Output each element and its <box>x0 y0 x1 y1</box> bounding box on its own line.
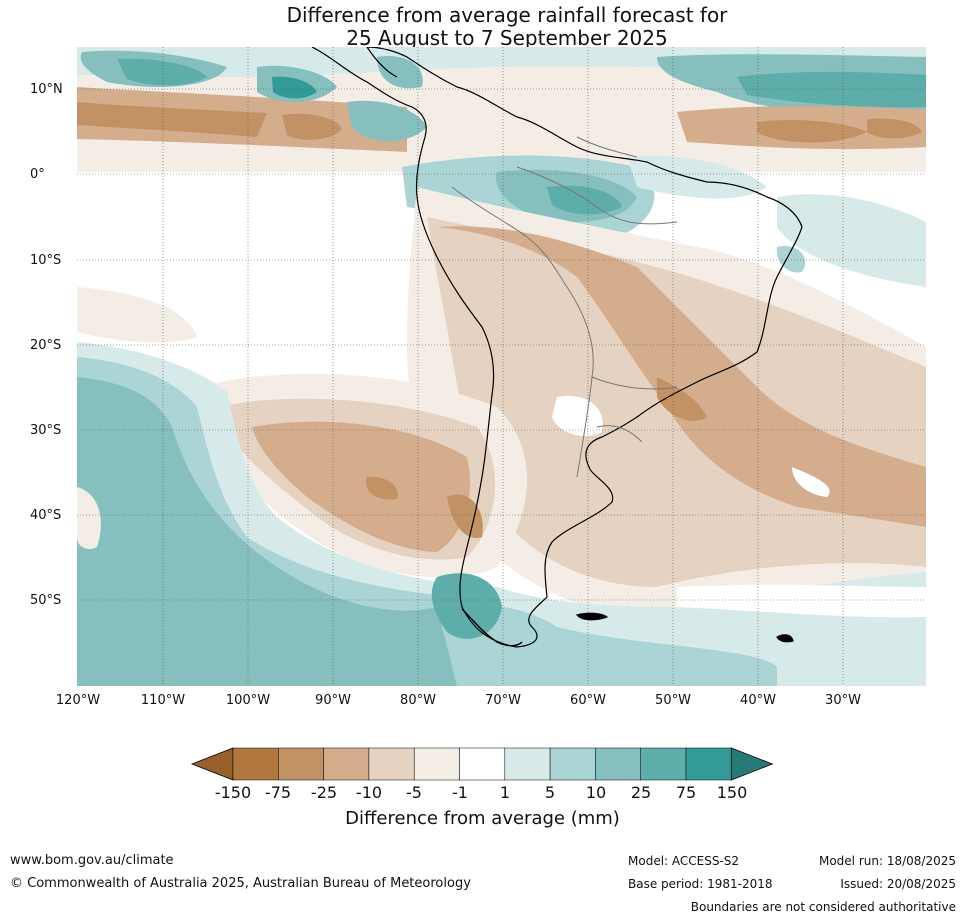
colorbar-extend-low <box>190 747 234 781</box>
lat-label-20s: 20°S <box>30 338 62 353</box>
lon-label-90w: 90°W <box>315 693 351 708</box>
lon-label-30w: 30°W <box>825 693 861 708</box>
colorbar-tick: 25 <box>630 783 652 802</box>
lon-label-80w: 80°W <box>400 693 436 708</box>
colorbar-segment <box>640 747 687 781</box>
colorbar-tick: 1 <box>499 783 511 802</box>
lat-label-40s: 40°S <box>30 508 62 523</box>
model-name: Model: ACCESS-S2 <box>628 854 740 868</box>
colorbar-segment <box>278 747 324 781</box>
colorbar-tick: -75 <box>264 783 292 802</box>
colorbar-tick: 10 <box>585 783 607 802</box>
colorbar-tick: 150 <box>716 783 748 802</box>
issued-date: Issued: 20/08/2025 <box>840 877 956 891</box>
colorbar-segment <box>685 747 732 781</box>
lon-label-100w: 100°W <box>225 693 271 708</box>
colorbar-segment <box>459 747 506 781</box>
colorbar-segment <box>595 747 641 781</box>
rainfall-map <box>77 47 926 686</box>
continental-dry-anomaly <box>407 187 926 617</box>
colorbar-tick: -5 <box>406 783 422 802</box>
lat-label-30s: 30°S <box>30 423 62 438</box>
lon-label-110w: 110°W <box>140 693 186 708</box>
colorbar-segment <box>504 747 551 781</box>
colorbar-segment <box>549 747 596 781</box>
lon-label-70w: 70°W <box>485 693 521 708</box>
lat-label-50s: 50°S <box>30 593 62 608</box>
website-link[interactable]: www.bom.gov.au/climate <box>10 853 174 868</box>
copyright-text: © Commonwealth of Australia 2025, Austra… <box>10 876 471 891</box>
north-band-anomalies <box>77 47 926 172</box>
colorbar-segment <box>323 747 370 781</box>
coastline <box>311 47 803 648</box>
colorbar-segment <box>413 747 460 781</box>
map-title: Difference from average rainfall forecas… <box>0 4 965 50</box>
lat-label-10n: 10°N <box>30 82 63 97</box>
country-borders <box>451 136 678 478</box>
title-line-2: 25 August to 7 September 2025 <box>346 26 668 50</box>
colorbar-tick: -150 <box>214 783 252 802</box>
colorbar-tick: -25 <box>310 783 338 802</box>
colorbar-segment <box>232 747 279 781</box>
lon-label-50w: 50°W <box>655 693 691 708</box>
colorbar-tick: -1 <box>452 783 468 802</box>
colorbar-tick: 5 <box>544 783 556 802</box>
colorbar-tick: 75 <box>675 783 697 802</box>
lon-label-40w: 40°W <box>740 693 776 708</box>
southern-wet-anomaly <box>77 342 926 686</box>
lon-label-120w: 120°W <box>55 693 101 708</box>
map-canvas <box>77 47 926 686</box>
model-run-date: Model run: 18/08/2025 <box>818 854 956 868</box>
colorbar-label: Difference from average (mm) <box>345 808 620 829</box>
pacific-dry-anomaly <box>77 287 527 578</box>
boundaries-disclaimer: Boundaries are not considered authoritat… <box>690 900 956 914</box>
lat-label-equator: 0° <box>30 167 45 182</box>
graticule <box>77 47 926 686</box>
colorbar-segment <box>368 747 415 781</box>
colorbar-tick: -10 <box>355 783 383 802</box>
colorbar <box>190 747 774 781</box>
lon-label-60w: 60°W <box>570 693 606 708</box>
lat-label-10s: 10°S <box>30 253 62 268</box>
colorbar-extend-high <box>730 747 774 781</box>
title-line-1: Difference from average rainfall forecas… <box>286 3 728 27</box>
base-period: Base period: 1981-2018 <box>628 877 773 891</box>
